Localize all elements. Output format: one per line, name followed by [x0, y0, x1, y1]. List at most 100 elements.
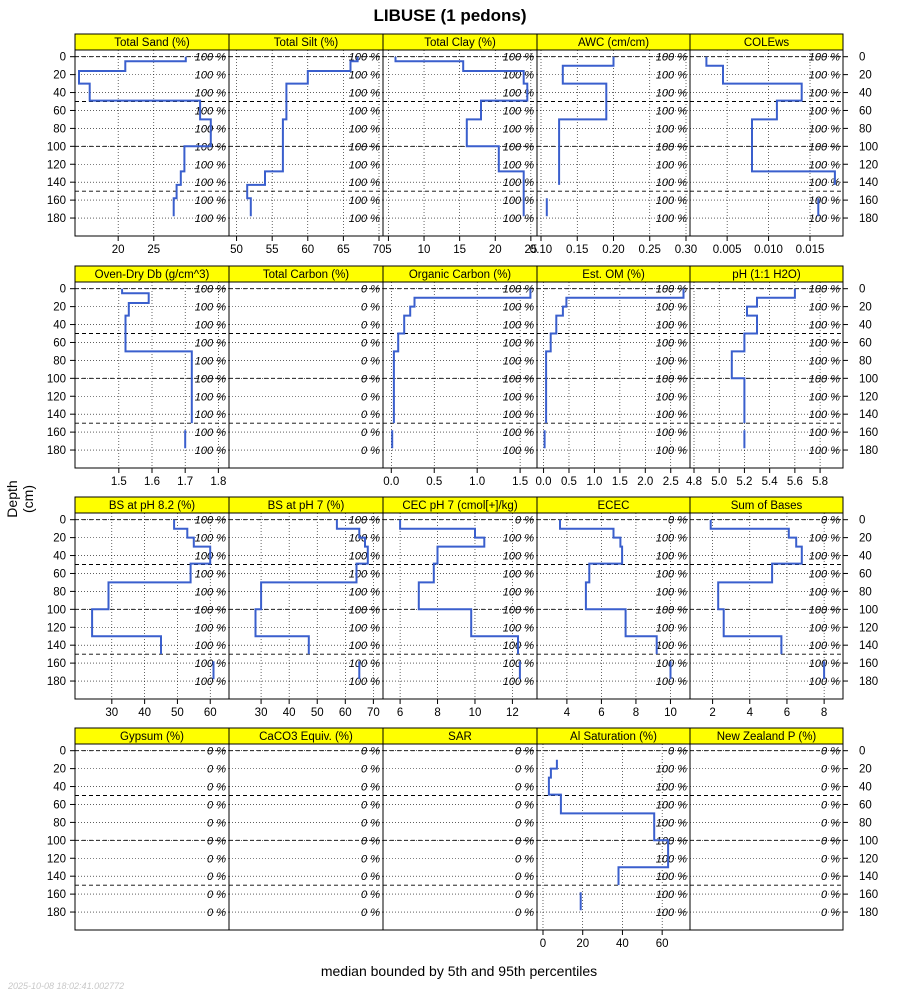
profile-line [559, 519, 672, 680]
x-tick-label: 60 [339, 707, 352, 719]
x-tick-label: 0.0 [383, 476, 399, 488]
percent-label: 0 % [361, 871, 380, 883]
y-tick-label: 60 [859, 105, 872, 117]
y-tick-label: 40 [859, 551, 872, 563]
y-tick-label: 180 [47, 445, 66, 457]
percent-label: 100 % [503, 302, 534, 314]
profile-line [545, 56, 615, 217]
percent-label: 100 % [195, 445, 226, 457]
percent-label: 0 % [515, 799, 534, 811]
y-tick-label: 80 [859, 586, 872, 598]
x-tick-label: 5.4 [762, 476, 779, 488]
x-tick-label: 0.10 [530, 244, 552, 256]
y-tick-label: 160 [47, 889, 66, 901]
panel-frame [228, 281, 384, 469]
percent-label: 100 % [195, 676, 226, 688]
percent-label: 100 % [503, 427, 534, 439]
panel-frame [382, 743, 538, 931]
percent-label: 100 % [656, 177, 687, 189]
percent-label: 100 % [656, 764, 687, 776]
x-tick-label: 20 [112, 244, 125, 256]
x-tick-label: 50 [311, 707, 324, 719]
percent-label: 100 % [656, 213, 687, 225]
percent-label: 100 % [503, 105, 534, 117]
y-tick-label: 120 [859, 391, 878, 403]
percent-label: 100 % [656, 533, 687, 545]
x-tick-label: 0.0 [536, 476, 552, 488]
percent-label: 0 % [821, 871, 840, 883]
percent-label: 0 % [207, 799, 226, 811]
percent-label: 100 % [503, 123, 534, 135]
y-tick-label: 180 [859, 907, 878, 919]
percent-label: 100 % [809, 320, 840, 332]
percent-label: 100 % [809, 70, 840, 82]
y-tick-label: 80 [53, 817, 66, 829]
profile-line [246, 56, 359, 217]
percent-label: 0 % [821, 746, 840, 758]
percent-label: 100 % [656, 817, 687, 829]
percent-label: 100 % [349, 515, 380, 527]
percent-label: 0 % [361, 835, 380, 847]
percent-label: 0 % [515, 835, 534, 847]
y-tick-label: 100 [859, 604, 878, 616]
percent-label: 100 % [809, 177, 840, 189]
y-tick-label: 40 [53, 320, 66, 332]
x-tick-label: 6 [784, 707, 790, 719]
x-tick-label: 4 [564, 707, 571, 719]
y-tick-label: 40 [53, 782, 66, 794]
percent-label: 100 % [503, 568, 534, 580]
percent-label: 100 % [503, 52, 534, 64]
panel-strip-label: CaCO3 Equiv. (%) [259, 731, 353, 743]
y-tick-label: 80 [53, 123, 66, 135]
y-tick-label: 160 [47, 427, 66, 439]
percent-label: 100 % [809, 533, 840, 545]
percent-label: 100 % [809, 195, 840, 207]
percent-label: 100 % [195, 70, 226, 82]
x-tick-label: 1.5 [512, 476, 528, 488]
y-tick-label: 60 [859, 799, 872, 811]
percent-label: 100 % [195, 586, 226, 598]
percent-label: 0 % [207, 871, 226, 883]
percent-label: 0 % [668, 515, 687, 527]
panel-frame [689, 49, 844, 237]
percent-label: 100 % [195, 515, 226, 527]
x-tick-label: 50 [230, 244, 243, 256]
percent-label: 0 % [515, 871, 534, 883]
percent-label: 100 % [656, 88, 687, 100]
percent-label: 100 % [349, 123, 380, 135]
y-tick-label: 120 [47, 159, 66, 171]
percent-label: 100 % [349, 213, 380, 225]
y-tick-label: 40 [53, 88, 66, 100]
profile-line [254, 519, 369, 680]
percent-label: 0 % [515, 764, 534, 776]
percent-label: 100 % [656, 52, 687, 64]
y-tick-label: 0 [859, 284, 865, 296]
x-tick-label: 0.010 [754, 244, 783, 256]
percent-label: 100 % [809, 604, 840, 616]
y-tick-label: 20 [53, 533, 66, 545]
y-tick-label: 20 [859, 764, 872, 776]
x-tick-label: 0.005 [713, 244, 742, 256]
percent-label: 100 % [195, 391, 226, 403]
x-tick-label: 1.6 [144, 476, 160, 488]
y-tick-label: 120 [859, 159, 878, 171]
percent-label: 100 % [656, 320, 687, 332]
y-tick-label: 60 [53, 568, 66, 580]
x-tick-label: 2 [709, 707, 715, 719]
percent-label: 0 % [821, 782, 840, 794]
panel-strip-label: BS at pH 7 (%) [268, 500, 345, 512]
y-tick-label: 120 [47, 853, 66, 865]
x-tick-label: 0.5 [561, 476, 577, 488]
y-tick-label: 180 [859, 676, 878, 688]
percent-label: 0 % [361, 427, 380, 439]
x-tick-label: 60 [204, 707, 217, 719]
panel-strip-label: Est. OM (%) [582, 269, 645, 281]
percent-label: 100 % [195, 284, 226, 296]
percent-label: 0 % [207, 889, 226, 901]
panel-strip-label: Total Sand (%) [114, 37, 190, 49]
y-tick-label: 80 [53, 355, 66, 367]
percent-label: 100 % [656, 551, 687, 563]
panel-strip-label: Sum of Bases [731, 500, 803, 512]
percent-label: 100 % [809, 445, 840, 457]
